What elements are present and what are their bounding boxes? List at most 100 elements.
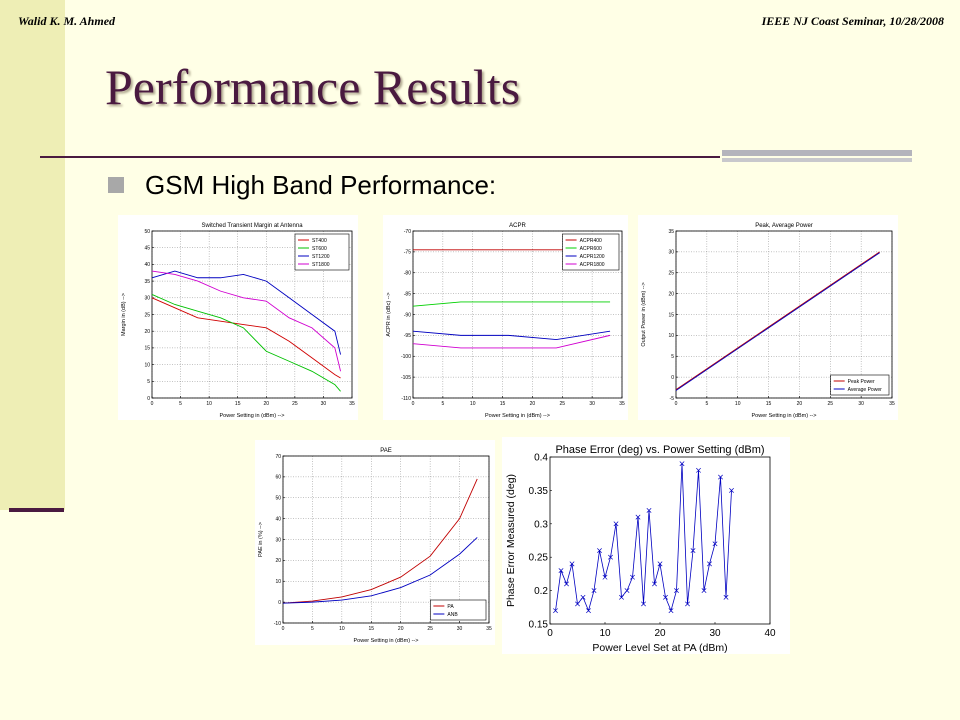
x-tick-label: 10 [599, 628, 611, 639]
title-rule-accent [722, 150, 912, 156]
data-point [707, 561, 712, 567]
y-tick-label: 30 [275, 537, 281, 543]
x-tick-label: 25 [427, 626, 433, 632]
x-tick-label: 15 [235, 401, 241, 407]
y-tick-label: 0.4 [534, 453, 548, 464]
x-tick-label: 15 [766, 401, 772, 407]
x-tick-label: 35 [619, 401, 625, 407]
data-point [597, 548, 602, 553]
x-axis-label: Power Setting in (dBm) --> [220, 413, 285, 419]
y-tick-label: 50 [275, 496, 281, 502]
y-tick-label: 0 [147, 396, 150, 402]
x-tick-label: 20 [264, 401, 270, 407]
sidebar-accent-bar [9, 508, 64, 512]
data-point [619, 594, 624, 600]
series-line-average-power [675, 252, 880, 391]
chart-title: Peak, Average Power [755, 223, 813, 229]
x-tick-label: 10 [339, 626, 345, 632]
y-axis-label: Output Power in (dBm) --> [641, 282, 647, 346]
series-line-st600 [151, 294, 341, 392]
bullet-text: GSM High Band Performance: [145, 170, 497, 200]
chart-switched-transient: 0 5 10 15 20 25 30 35 0 5 10 15 20 25 30 35 40 45 50 Switch… [118, 215, 358, 420]
x-tick-label: 20 [797, 401, 803, 407]
x-tick-label: 20 [654, 628, 666, 639]
data-point [641, 601, 646, 607]
y-tick-label: -110 [401, 396, 411, 402]
y-tick-label: 0 [278, 600, 281, 606]
x-tick-label: 15 [369, 626, 375, 632]
legend-label: ACPR1800 [580, 262, 605, 268]
y-tick-label: -70 [404, 229, 411, 235]
x-tick-label: 10 [470, 401, 476, 407]
x-tick-label: 25 [828, 401, 834, 407]
y-tick-label: 15 [668, 312, 674, 318]
y-tick-label: -10 [274, 621, 281, 627]
data-point [580, 594, 586, 600]
y-tick-label: -90 [404, 312, 411, 318]
data-point [668, 608, 674, 614]
chart-svg: 0 5 10 15 20 25 30 35-10010203040506070PAEPower… [258, 448, 492, 644]
y-tick-label: -105 [401, 375, 411, 381]
x-tick-label: 30 [858, 401, 864, 407]
y-tick-label: 0.25 [529, 553, 549, 564]
data-point [558, 568, 564, 574]
series-line-pa [282, 478, 478, 604]
legend-box [430, 599, 487, 621]
plot-frame [549, 456, 771, 625]
data-point [663, 594, 668, 600]
y-tick-label: 5 [147, 379, 150, 385]
x-tick-label: 35 [349, 401, 355, 407]
data-point [652, 581, 657, 587]
x-tick-label: 5 [441, 401, 444, 407]
y-axis-label: ACPR in (dBc) --> [386, 292, 392, 336]
y-tick-label: -5 [670, 396, 675, 402]
y-tick-label: 40 [275, 516, 281, 522]
x-tick-label: 5 [311, 626, 314, 632]
data-point [729, 487, 734, 493]
series-line-peak-power [675, 251, 880, 391]
y-tick-label: 10 [144, 362, 150, 368]
legend-label: Average Power [848, 387, 882, 393]
y-tick-label: 25 [144, 312, 150, 318]
x-tick-label: 0 [282, 626, 285, 632]
data-point [608, 554, 613, 560]
y-tick-label: -80 [404, 271, 411, 277]
y-tick-label: 20 [668, 291, 674, 297]
data-point [569, 561, 575, 567]
chart-peak-average-power: 0 5 10 15 20 25 30 35 -5 0 5 10 15 20 25 30 35 Peak, Aver… [638, 215, 898, 420]
y-tick-label: 30 [144, 296, 150, 302]
data-point [635, 514, 641, 520]
y-tick-label: 35 [144, 279, 150, 285]
y-tick-label: 60 [275, 475, 281, 481]
y-tick-label: -100 [401, 354, 411, 360]
chart-title: PAE [380, 448, 392, 454]
x-tick-label: 5 [179, 401, 182, 407]
series-line-0 [555, 463, 732, 612]
slide-title: Performance Results [105, 59, 521, 115]
chart-acpr: 0 5 10 15 20 25 30 35 -110 -105 -100 -95 -90 -85 -80 -7… [383, 215, 628, 420]
legend-label: ACPR1200 [580, 254, 605, 260]
y-tick-label: 70 [275, 454, 281, 460]
series-line-st400 [151, 297, 341, 379]
data-point [701, 588, 707, 594]
x-tick-label: 10 [735, 401, 741, 407]
x-tick-label: 30 [709, 628, 721, 639]
data-point [685, 601, 690, 607]
data-point [624, 588, 630, 594]
legend-label: ST400 [312, 238, 327, 244]
chart-phase-error: 0 10 20 30 40 0.15 0.2 0.25 0.3 0.35 0.4 Phase Erro… [502, 437, 790, 654]
x-tick-label: 0 [675, 401, 678, 407]
y-tick-label: 45 [144, 245, 150, 251]
data-point [613, 521, 619, 527]
data-point [564, 581, 569, 587]
data-point [696, 467, 701, 473]
x-tick-label: 0 [547, 628, 553, 639]
y-axis-label: PAE in (%) --> [258, 522, 264, 557]
y-tick-label: 5 [671, 354, 674, 360]
y-tick-label: 0.35 [529, 486, 549, 497]
x-tick-label: 35 [486, 626, 492, 632]
legend-label: ST1800 [312, 262, 330, 268]
x-tick-label: 20 [398, 626, 404, 632]
legend-label: Peak Power [848, 379, 875, 385]
